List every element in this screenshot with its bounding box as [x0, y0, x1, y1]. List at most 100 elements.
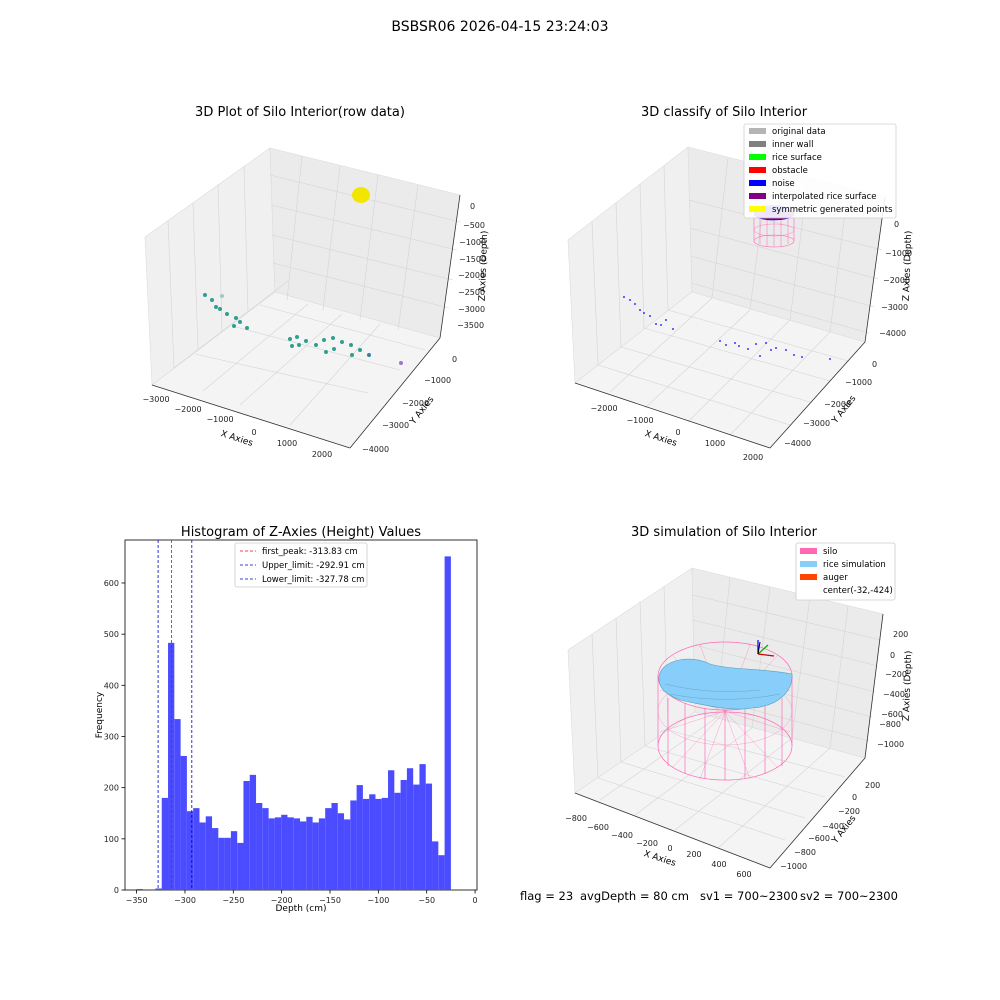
panel-raw-title: 3D Plot of Silo Interior(row data) — [195, 105, 405, 120]
histogram-bar — [432, 841, 439, 890]
histogram-bar — [400, 779, 407, 890]
histogram-y-tick-label: 200 — [104, 784, 119, 793]
histogram-bar — [212, 828, 219, 890]
histogram-bar — [369, 794, 376, 890]
sim-zlabel: Z Axies (Depth) — [902, 651, 914, 722]
histogram-bar — [243, 781, 250, 890]
svg-text:0: 0 — [251, 428, 256, 437]
svg-text:0: 0 — [470, 202, 475, 211]
histogram-bar — [406, 768, 414, 890]
svg-text:rice surface: rice surface — [772, 153, 822, 163]
svg-text:1000: 1000 — [705, 439, 725, 448]
histogram-bar — [155, 888, 162, 890]
svg-text:−800: −800 — [794, 848, 816, 857]
histogram-bar — [312, 822, 319, 890]
svg-text:−200: −200 — [636, 839, 658, 848]
histogram-bar — [180, 755, 187, 890]
histogram-bar — [274, 817, 282, 890]
svg-text:0: 0 — [452, 355, 457, 364]
histogram-y-ticks: 0 100 200 300 400 500 600 — [104, 579, 125, 895]
svg-text:−4000: −4000 — [362, 445, 389, 454]
raw-x-ticks: −3000 −2000 −1000 0 1000 2000 — [142, 395, 332, 459]
svg-text:600: 600 — [736, 870, 751, 879]
histogram-bar — [136, 888, 143, 890]
sim-rice-surface — [658, 658, 793, 710]
svg-text:−600: −600 — [881, 710, 903, 719]
histogram-x-tick-label: −300 — [174, 896, 196, 905]
histogram-bar — [256, 803, 263, 890]
svg-text:200: 200 — [686, 850, 701, 859]
svg-text:−2000: −2000 — [402, 399, 429, 408]
histogram-bar — [300, 821, 307, 890]
svg-text:−1000: −1000 — [845, 378, 872, 387]
svg-text:silo: silo — [823, 547, 837, 557]
svg-text:−2000: −2000 — [458, 271, 485, 280]
raw-z-ticks: 0 −500 −1000 −1500 −2000 −2500 −3000 −35… — [457, 202, 486, 330]
histogram-bar — [356, 785, 363, 890]
histogram-bar — [425, 783, 433, 890]
histogram-bar — [199, 822, 206, 890]
svg-text:Upper_limit: -292.91 cm: Upper_limit: -292.91 cm — [262, 561, 365, 571]
histogram-bar — [306, 816, 313, 890]
histogram-x-tick-label: −350 — [126, 896, 148, 905]
histogram-ylabel: Frequency — [95, 691, 105, 738]
svg-text:−500: −500 — [463, 221, 485, 230]
svg-text:−3500: −3500 — [457, 321, 484, 330]
legend-swatch-noise — [749, 180, 766, 186]
svg-text:−600: −600 — [587, 823, 609, 832]
svg-text:0: 0 — [675, 428, 680, 437]
sim-y-ticks: 200 0 −200 −400 −600 −800 −1000 — [780, 781, 880, 871]
histogram-y-tick-label: 100 — [104, 835, 119, 844]
histogram-bar — [444, 556, 451, 890]
classify-ylabel: Y Axies — [830, 394, 859, 427]
classify-noise-points — [623, 296, 831, 360]
svg-text:−400: −400 — [822, 822, 844, 831]
histogram-bar — [287, 817, 294, 890]
histogram-bar — [413, 784, 420, 890]
histogram-vlines — [157, 540, 193, 890]
svg-text:−200: −200 — [885, 670, 907, 679]
svg-text:center(-32,-424): center(-32,-424) — [823, 586, 893, 596]
svg-text:−1000: −1000 — [424, 376, 451, 385]
svg-text:−600: −600 — [808, 834, 830, 843]
footer-avg-depth: avgDepth = 80 cm — [580, 889, 689, 903]
svg-text:−400: −400 — [611, 831, 633, 840]
classify-y-ticks: 0 −1000 −2000 −3000 −4000 — [784, 360, 877, 448]
histogram-bar — [193, 808, 200, 890]
histogram-y-tick-label: 0 — [114, 886, 119, 895]
sim-x-ticks: −800 −600 −400 −200 0 200 400 600 — [565, 814, 752, 879]
classify-z-ticks: 0 −1000 −2000 −3000 −4000 — [879, 220, 912, 338]
panel-classify-3d: 3D classify of Silo Interior — [567, 105, 914, 462]
legend-swatch-obstacle — [749, 167, 766, 173]
svg-text:−1000: −1000 — [459, 238, 486, 247]
histogram-bar — [362, 798, 370, 890]
svg-text:−1000: −1000 — [626, 416, 653, 425]
sim-z-ticks: 200 0 −200 −400 −600 −800 −1000 — [877, 630, 908, 749]
raw-grid — [167, 155, 461, 426]
svg-text:−200: −200 — [838, 807, 860, 816]
panel-raw-3d: 3D Plot of Silo Interior(row data) — [142, 105, 490, 459]
svg-text:0: 0 — [667, 844, 672, 853]
sim-auger-marker — [757, 640, 775, 657]
svg-text:inner wall: inner wall — [772, 140, 813, 150]
svg-text:−4000: −4000 — [784, 439, 811, 448]
histogram-bar — [262, 808, 269, 890]
svg-text:−800: −800 — [565, 814, 587, 823]
panel-classify-title: 3D classify of Silo Interior — [641, 105, 808, 120]
histogram-bar — [281, 814, 288, 890]
histogram-bar — [318, 818, 326, 890]
histogram-y-tick-label: 600 — [104, 579, 119, 588]
histogram-bar — [230, 831, 238, 890]
svg-text:−2500: −2500 — [458, 288, 485, 297]
histogram-bar — [381, 797, 389, 890]
histogram-bar — [394, 792, 401, 890]
svg-text:−2000: −2000 — [174, 405, 201, 414]
svg-text:rice simulation: rice simulation — [823, 560, 886, 570]
panel-simulation-title: 3D simulation of Silo Interior — [631, 525, 818, 540]
histogram-bar — [224, 837, 231, 890]
svg-text:200: 200 — [865, 781, 880, 790]
sim-legend: silo rice simulation auger center(-32,-4… — [795, 542, 896, 601]
svg-text:interpolated rice surface: interpolated rice surface — [772, 192, 877, 202]
histogram-bar — [237, 842, 244, 890]
